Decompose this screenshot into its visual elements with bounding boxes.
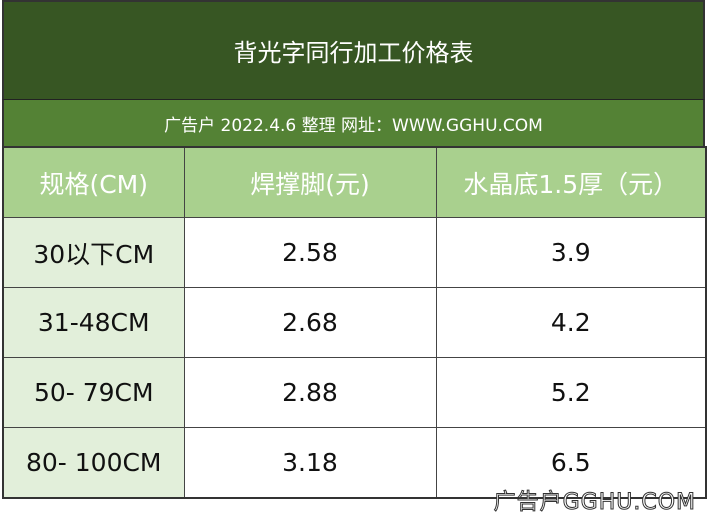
cell: 30以下CM bbox=[2, 217, 185, 288]
row: 30以下CM 2.58 3.9 bbox=[2, 217, 707, 288]
cell: 2.88 bbox=[183, 357, 437, 428]
row: 80- 100CM 3.18 6.5 bbox=[2, 427, 707, 499]
column-header: 焊撑脚(元) bbox=[183, 146, 437, 218]
title: 背光字同行加工价格表 bbox=[2, 0, 705, 100]
cell: 2.58 bbox=[183, 217, 437, 288]
cell: 5.2 bbox=[435, 357, 707, 428]
column-header: 水晶底1.5厚（元） bbox=[435, 146, 707, 218]
watermark: 广告户GGHU.COM bbox=[493, 490, 696, 516]
row: 31-48CM 2.68 4.2 bbox=[2, 287, 707, 358]
header-row: 规格(CM) 焊撑脚(元) 水晶底1.5厚（元） bbox=[2, 146, 707, 218]
cell: 50- 79CM bbox=[2, 357, 185, 428]
cell: 3.18 bbox=[183, 427, 437, 499]
cell: 6.5 bbox=[435, 427, 707, 499]
subtitle: 广告户 2022.4.6 整理 网址：WWW.GGHU.COM bbox=[2, 100, 705, 146]
cell: 2.68 bbox=[183, 287, 437, 358]
price-table: 规格(CM) 焊撑脚(元) 水晶底1.5厚（元） 30以下CM 2.58 3.9… bbox=[2, 146, 707, 499]
cell: 3.9 bbox=[435, 217, 707, 288]
row: 50- 79CM 2.88 5.2 bbox=[2, 357, 707, 428]
column-header: 规格(CM) bbox=[2, 146, 185, 218]
cell: 4.2 bbox=[435, 287, 707, 358]
cell: 80- 100CM bbox=[2, 427, 185, 499]
cell: 31-48CM bbox=[2, 287, 185, 358]
